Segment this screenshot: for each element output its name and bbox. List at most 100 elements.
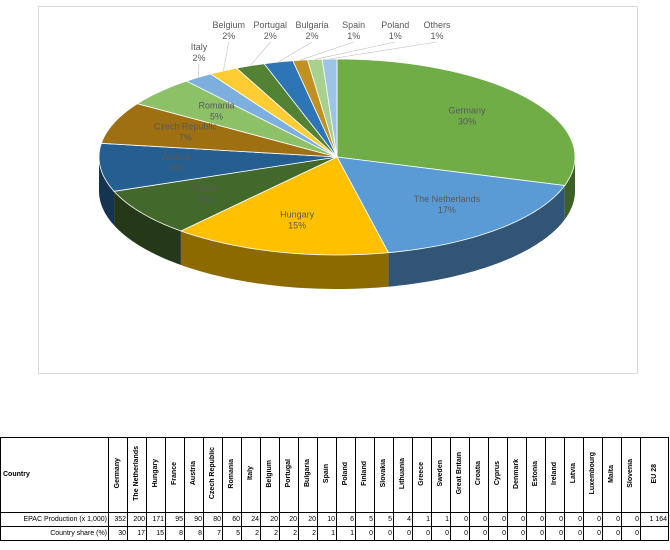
slice-percent-others: 1% bbox=[430, 31, 443, 41]
country-header: France bbox=[165, 437, 185, 513]
country-header: Great Britain bbox=[450, 437, 470, 513]
country-header: Latvia bbox=[564, 437, 584, 513]
country-header: Austria bbox=[184, 437, 204, 513]
country-header: Hungary bbox=[146, 437, 166, 513]
table-cell: 8 bbox=[184, 526, 204, 541]
table-cell: 5 bbox=[374, 512, 394, 527]
country-header: Portugal bbox=[279, 437, 299, 513]
country-name: The Netherlands bbox=[133, 446, 140, 501]
table-cell: 1 bbox=[412, 512, 432, 527]
table-cell: 2 bbox=[298, 526, 318, 541]
slice-label-austria: Austria bbox=[162, 152, 190, 162]
country-name: Slovenia bbox=[627, 459, 634, 488]
slice-label-france: France bbox=[190, 183, 218, 193]
pie-slice-romania bbox=[136, 80, 338, 158]
table-cell: 0 bbox=[583, 512, 603, 527]
country-name: Cyprus bbox=[494, 461, 501, 486]
country-name: Poland bbox=[342, 461, 349, 486]
table-header-row: Country Germany The Netherlands Hungary Fran… bbox=[0, 437, 669, 513]
slice-percent-italy: 2% bbox=[192, 53, 205, 63]
table-cell: 0 bbox=[621, 512, 641, 527]
country-name: Germany bbox=[114, 458, 121, 489]
table-row: EPAC Production (x 1,000) 352 20 0 171 95 90 80… bbox=[0, 512, 669, 527]
slice-label-poland: Poland bbox=[381, 20, 409, 30]
country-name: Sweden bbox=[437, 460, 444, 487]
slice-label-romania: Romania bbox=[198, 101, 234, 111]
country-header: The Netherlands bbox=[127, 437, 147, 513]
leader-line-italy bbox=[198, 63, 200, 78]
table-cell: 20 bbox=[279, 512, 299, 527]
table-cell: 2 bbox=[260, 526, 280, 541]
table-cell: 24 bbox=[241, 512, 261, 527]
slice-percent-the-netherlands: 17% bbox=[438, 205, 456, 215]
table-cell: 90 bbox=[184, 512, 204, 527]
country-name: Czech Republic bbox=[209, 447, 216, 500]
slice-label-others: Others bbox=[423, 20, 451, 30]
country-name: Lithuania bbox=[399, 457, 406, 490]
table-cell: 0 bbox=[469, 512, 489, 527]
slice-label-the-netherlands: The Netherlands bbox=[414, 194, 481, 204]
table-cell: 95 bbox=[165, 512, 185, 527]
country-name: Great Britain bbox=[456, 452, 463, 495]
country-name: Estonia bbox=[532, 460, 539, 487]
leader-line-belgium bbox=[223, 41, 229, 71]
country-header: Finland bbox=[355, 437, 375, 513]
table-cell: 8 bbox=[165, 526, 185, 541]
table-cell: 2 bbox=[241, 526, 261, 541]
country-header: Belgium bbox=[260, 437, 280, 513]
pie-slice-hungary bbox=[179, 156, 390, 256]
table-cell: 15 bbox=[146, 526, 166, 541]
country-header: Lithuania bbox=[393, 437, 413, 513]
slice-percent-germany: 30% bbox=[458, 116, 476, 126]
slice-label-germany: Germany bbox=[448, 105, 486, 115]
table-cell: 0 bbox=[621, 526, 641, 541]
row-label: EPAC Production (x 1,000) bbox=[0, 512, 109, 527]
country-header: Denmark bbox=[507, 437, 527, 513]
country-header: Ireland bbox=[545, 437, 565, 513]
country-name: Luxembourg bbox=[589, 452, 596, 495]
pie-top bbox=[98, 58, 576, 256]
table-cell: 0 bbox=[393, 526, 413, 541]
country-name: Portugal bbox=[285, 459, 292, 488]
pie-slice-the-netherlands bbox=[336, 156, 566, 254]
table-cell: 0 bbox=[545, 526, 565, 541]
country-header: Slovakia bbox=[374, 437, 394, 513]
pie-slice-austria bbox=[98, 142, 338, 192]
table-cell: 352 bbox=[108, 512, 128, 527]
country-header: Greece bbox=[412, 437, 432, 513]
table-cell: 0 bbox=[602, 526, 622, 541]
slice-label-italy: Italy bbox=[191, 42, 208, 52]
row-label: Country share (%) bbox=[0, 526, 109, 541]
country-name: Slovakia bbox=[380, 459, 387, 488]
slice-percent-austria: 8% bbox=[170, 163, 183, 173]
table-cell: 171 bbox=[146, 512, 166, 527]
table-cell: 80 bbox=[203, 512, 223, 527]
table-cell: 1 bbox=[317, 526, 337, 541]
table-row: Country share (%) 30 17 15 8 8 7 5 2 2 2 2 1 1 0 0 0 0 0 0 0… bbox=[0, 526, 669, 541]
table-cell: 60 bbox=[222, 512, 242, 527]
table-cell: 2 bbox=[279, 526, 299, 541]
country-name: France bbox=[171, 462, 178, 485]
table-cell: 0 bbox=[374, 526, 394, 541]
table-cell: 0 bbox=[450, 512, 470, 527]
country-name: Malta bbox=[608, 464, 615, 483]
slice-percent-romania: 5% bbox=[210, 112, 223, 122]
country-header: Luxembourg bbox=[583, 437, 603, 513]
table-cell: 0 bbox=[488, 526, 508, 541]
table-cell: 1 164 bbox=[640, 512, 669, 527]
country-name: Spain bbox=[323, 463, 330, 484]
pie-side-the-netherlands bbox=[388, 185, 565, 287]
country-header: Cyprus bbox=[488, 437, 508, 513]
table-cell: 17 bbox=[127, 526, 147, 541]
slice-percent-bulgaria: 2% bbox=[305, 31, 318, 41]
slice-label-hungary: Hungary bbox=[280, 210, 315, 220]
table-cell: 0 bbox=[355, 526, 375, 541]
table-cell: 1 bbox=[431, 512, 451, 527]
slice-percent-hungary: 15% bbox=[288, 221, 306, 231]
table-cell: 0 bbox=[488, 512, 508, 527]
table-cell: 0 bbox=[583, 526, 603, 541]
table-cell: 0 bbox=[507, 512, 527, 527]
table-cell: 0 bbox=[469, 526, 489, 541]
